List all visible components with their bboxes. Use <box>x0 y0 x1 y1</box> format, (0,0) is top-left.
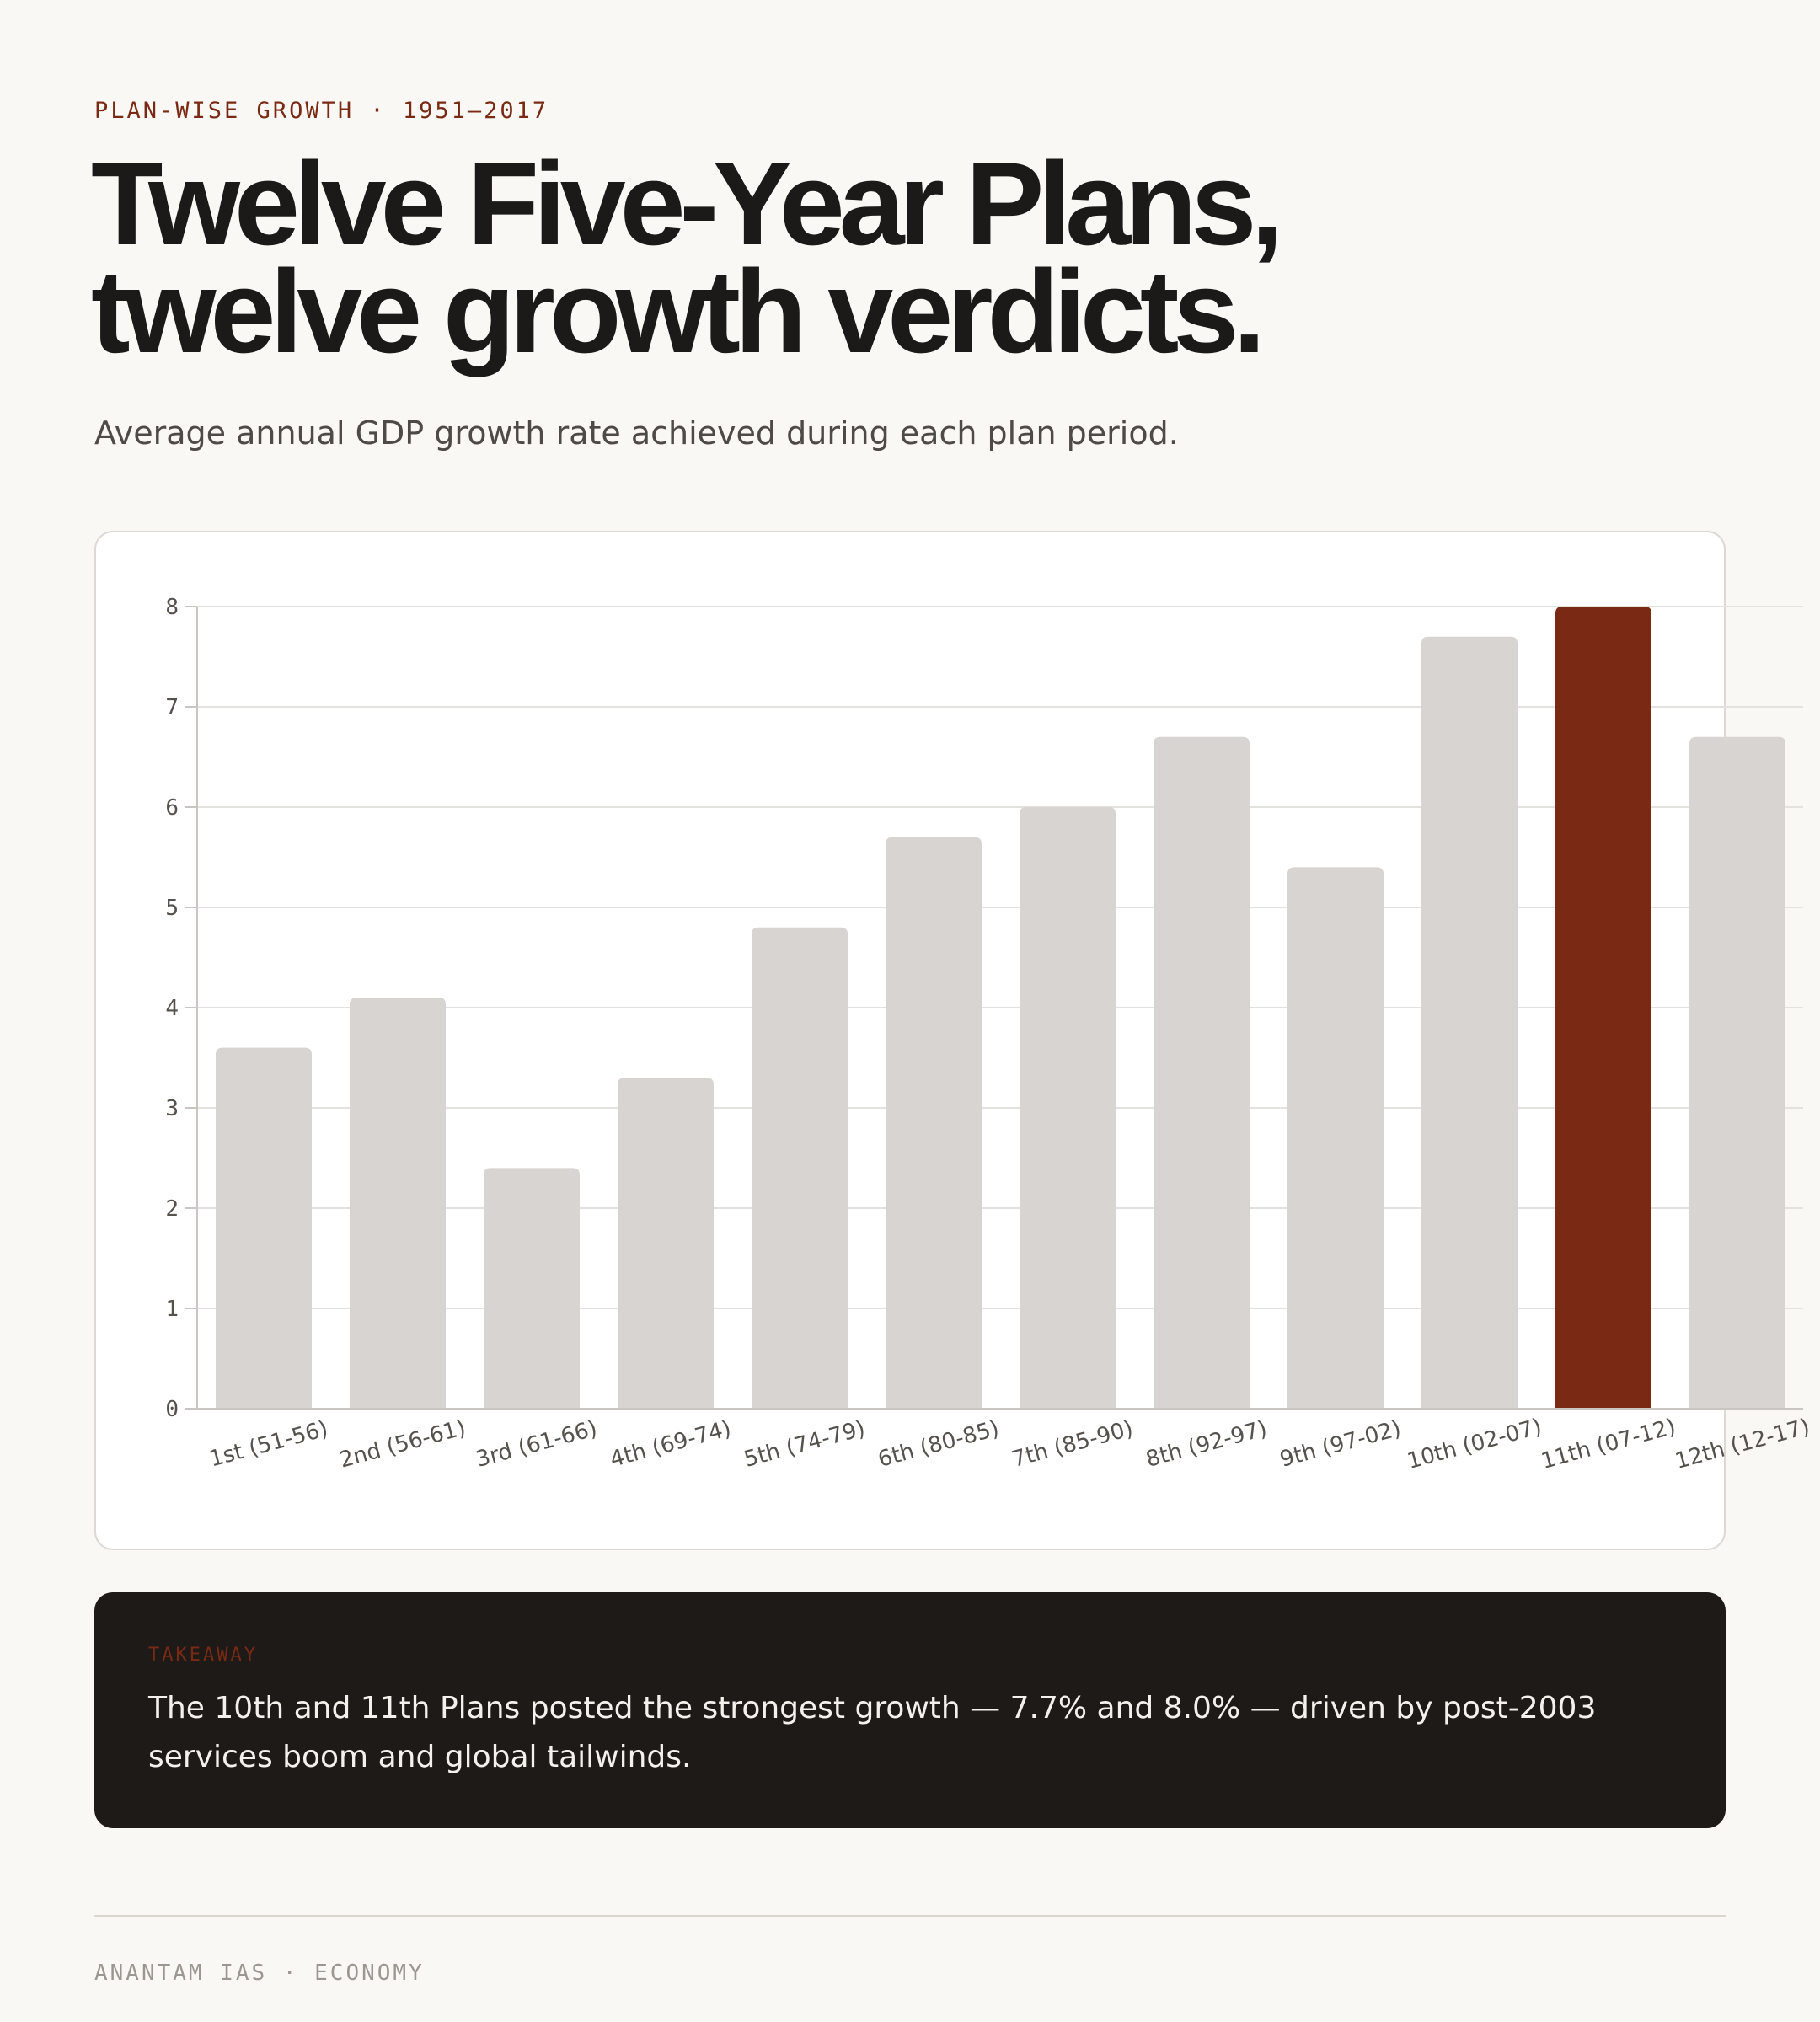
x-tick-label: 9th (97-02) <box>1277 1416 1404 1473</box>
page-title: Twelve Five-Year Plans, twelve growth ve… <box>91 145 1523 371</box>
takeaway-label: TAKEAWAY <box>148 1645 258 1666</box>
y-tick-label: 3 <box>165 1096 179 1121</box>
x-tick-label: 11th (07-12) <box>1539 1415 1678 1474</box>
bar <box>1154 736 1250 1409</box>
takeaway-card: TAKEAWAY The 10th and 11th Plans posted … <box>94 1592 1726 1828</box>
bar-highlight <box>1555 607 1651 1409</box>
y-tick-label: 0 <box>165 1397 179 1422</box>
bar <box>216 1047 312 1409</box>
title-line-2: twelve growth verdicts. <box>91 245 1266 377</box>
bar <box>350 998 446 1409</box>
x-tick-label: 4th (69-74) <box>608 1416 734 1473</box>
x-tick-label: 10th (02-07) <box>1405 1415 1544 1474</box>
x-tick-label: 3rd (61-66) <box>474 1416 600 1473</box>
y-tick-label: 1 <box>165 1297 179 1322</box>
x-tick-label: 5th (74-79) <box>741 1416 868 1473</box>
chart-card: 0 1 2 3 4 5 6 7 8 1st (51-56) 2nd (56-61) 3rd (61-… <box>94 531 1812 1550</box>
bar <box>752 927 848 1409</box>
bar <box>618 1078 714 1409</box>
x-tick-label: 1st (51-56) <box>206 1416 330 1472</box>
x-tick-label: 8th (92-97) <box>1143 1416 1270 1473</box>
y-tick-label: 5 <box>165 896 179 921</box>
x-tick-label: 7th (85-90) <box>1009 1416 1136 1473</box>
bar <box>1287 867 1384 1409</box>
bar <box>484 1168 580 1409</box>
bar <box>1020 807 1116 1409</box>
y-tick-label: 6 <box>165 795 179 821</box>
eyebrow-label: PLAN-WISE GROWTH · 1951–2017 <box>94 98 549 124</box>
y-tick-label: 2 <box>165 1196 179 1222</box>
y-tick-label: 4 <box>165 996 179 1021</box>
footer-label: ANANTAM IAS · ECONOMY <box>94 1960 425 1986</box>
y-tick-label: 8 <box>165 595 179 620</box>
y-tick-label: 7 <box>165 695 179 720</box>
page-subtitle: Average annual GDP growth rate achieved … <box>94 415 1179 452</box>
x-tick-label: 6th (80-85) <box>875 1416 1002 1473</box>
bar <box>1421 636 1518 1409</box>
bar <box>1689 736 1785 1409</box>
x-tick-label: 2nd (56-61) <box>337 1415 468 1474</box>
bar <box>886 837 982 1409</box>
takeaway-text: The 10th and 11th Plans posted the stron… <box>148 1691 1597 1774</box>
title-line-1: Twelve Five-Year Plans, <box>91 137 1283 270</box>
bar-chart: 0 1 2 3 4 5 6 7 8 1st (51-56) 2nd (56-61) 3rd (61-… <box>165 595 1812 1474</box>
x-tick-label: 12th (12-17) <box>1673 1415 1812 1474</box>
footer-divider <box>94 1915 1726 1917</box>
